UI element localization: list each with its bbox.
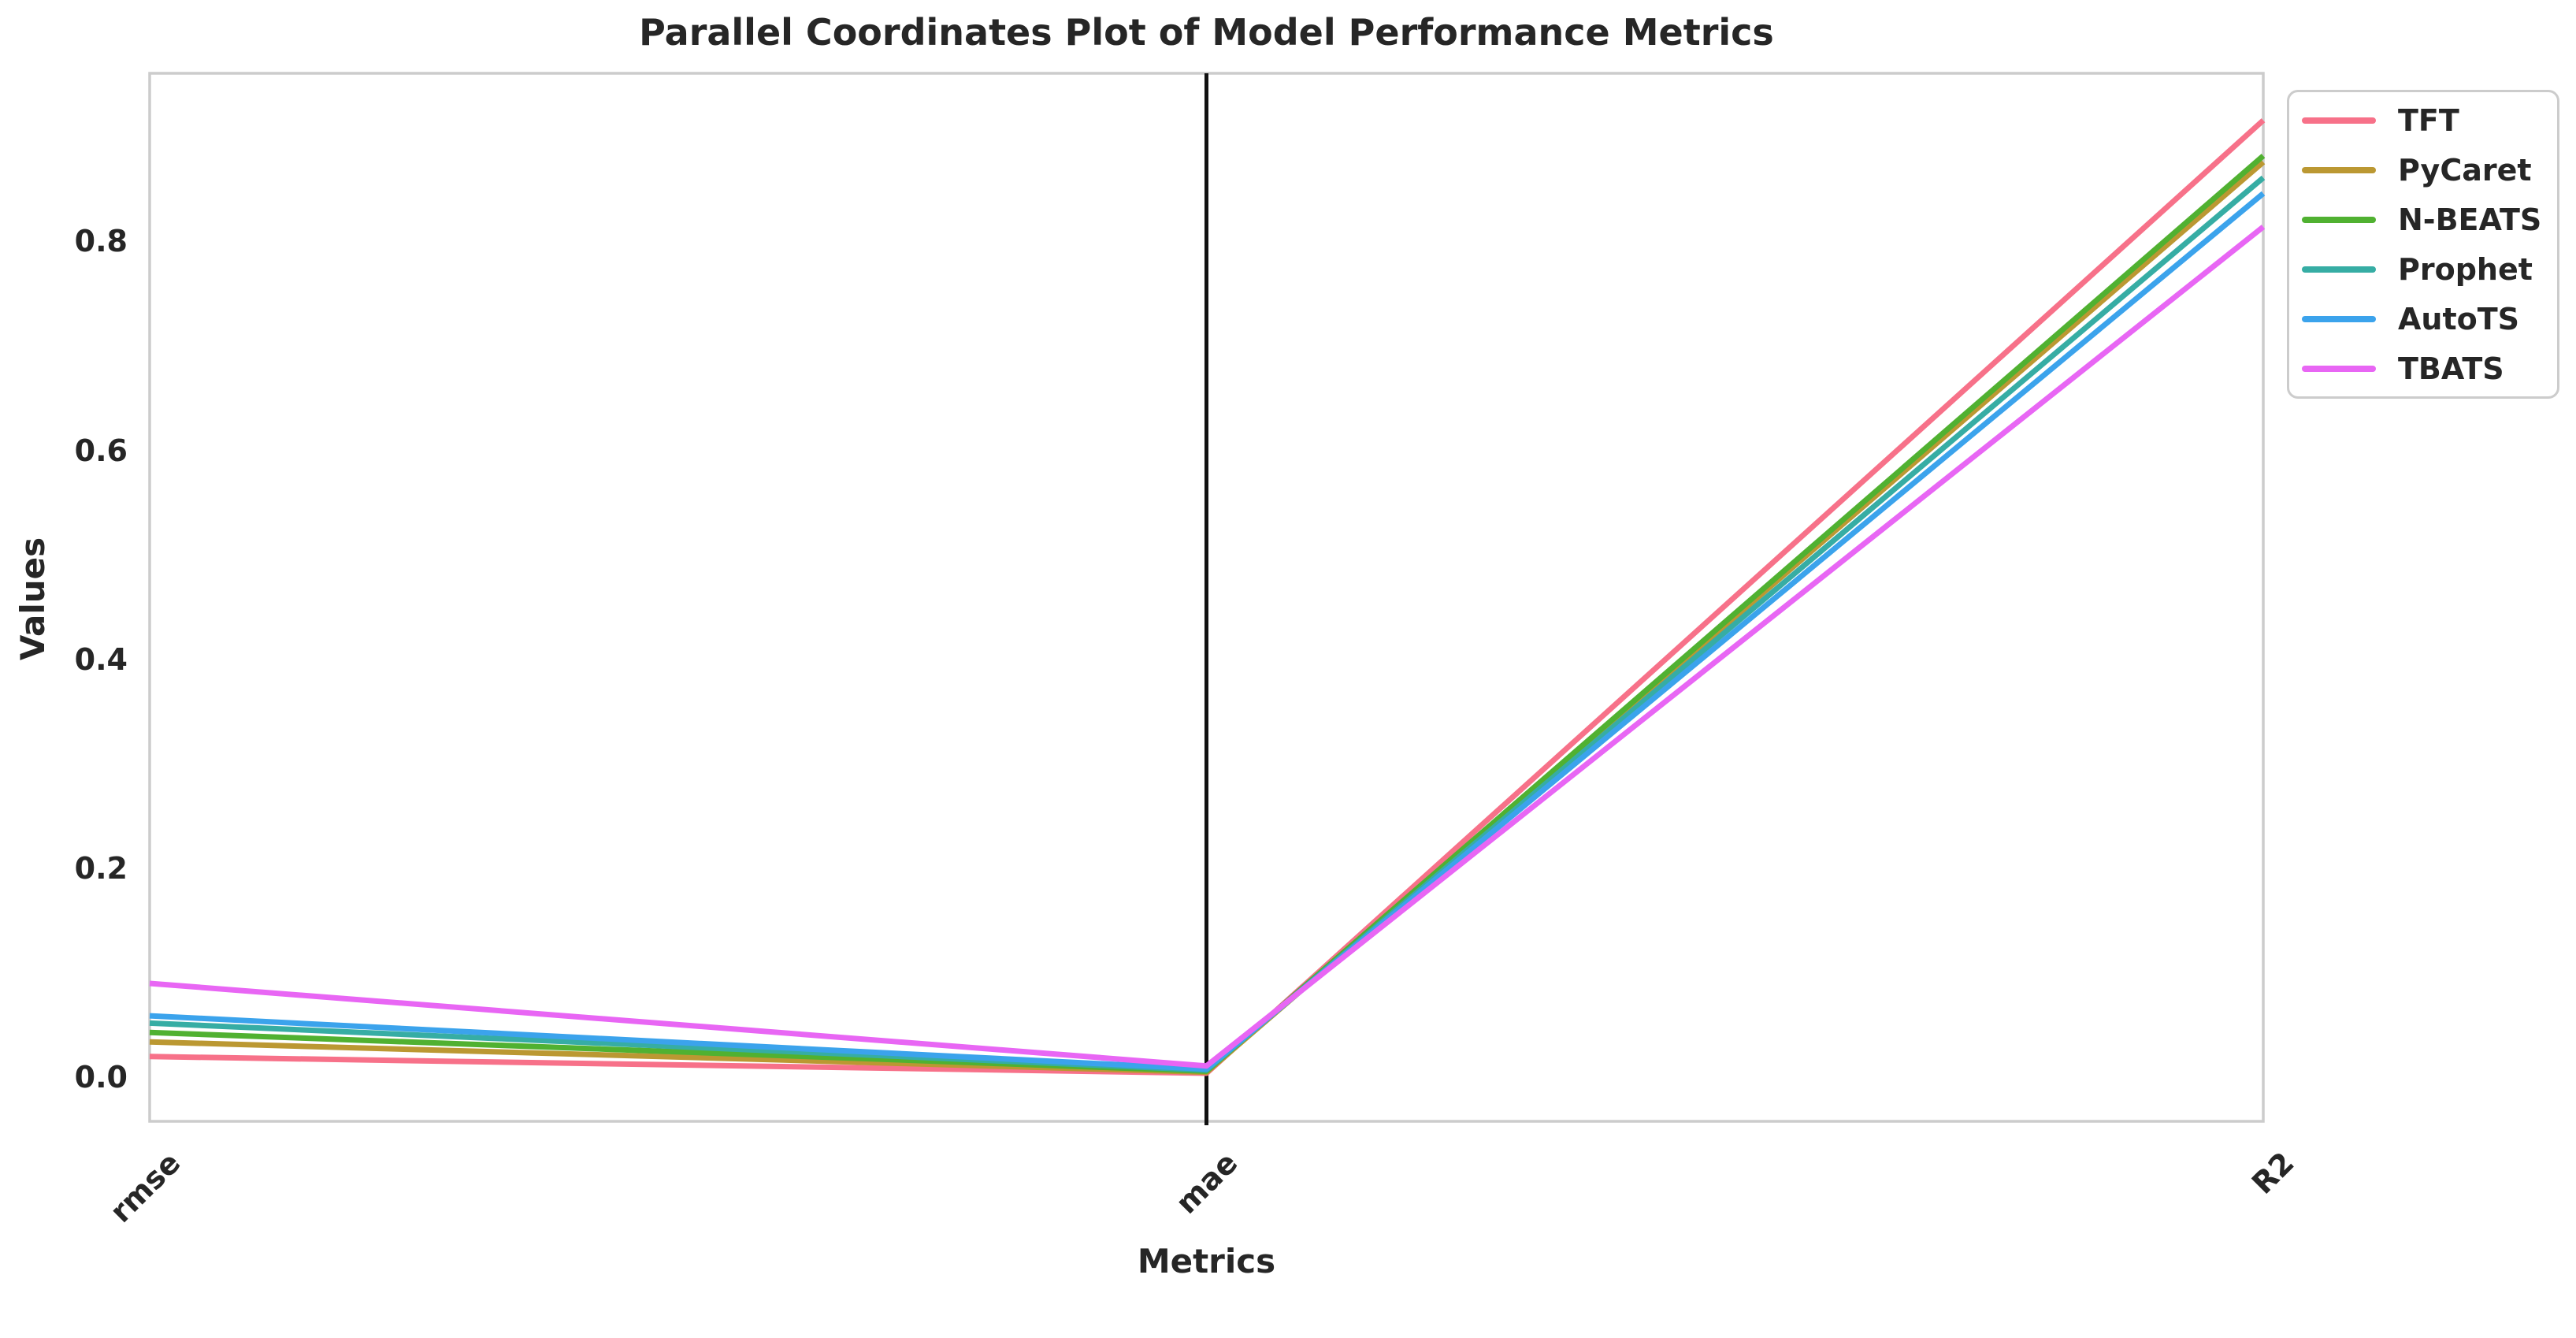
legend-label: N-BEATS <box>2398 202 2542 237</box>
y-tick-label-0.0: 0.0 <box>74 1060 128 1095</box>
legend-label: TFT <box>2398 102 2459 138</box>
series-line-TBATS <box>149 225 2266 1069</box>
legend-swatch-TFT <box>2302 117 2376 124</box>
legend-swatch-PyCaret <box>2302 166 2376 173</box>
legend-label: PyCaret <box>2398 152 2532 188</box>
legend-item-TFT: TFT <box>2302 106 2557 136</box>
chart-title: Parallel Coordinates Plot of Model Perfo… <box>639 11 1774 54</box>
legend-item-AutoTS: AutoTS <box>2302 304 2557 334</box>
legend-item-N-BEATS: N-BEATS <box>2302 205 2557 235</box>
legend-swatch-AutoTS <box>2302 315 2376 322</box>
legend: TFT PyCaret N-BEATS Prophet AutoTS TBATS <box>2287 90 2559 399</box>
legend-swatch-Prophet <box>2302 266 2376 273</box>
y-tick-label-0.2: 0.2 <box>74 851 128 886</box>
parallel-coordinates-figure: Parallel Coordinates Plot of Model Perfo… <box>13 11 2559 1280</box>
y-tick-label-0.8: 0.8 <box>74 224 128 259</box>
legend-label: AutoTS <box>2398 301 2520 336</box>
series-line-AutoTS <box>149 191 2266 1072</box>
legend-item-Prophet: Prophet <box>2302 255 2557 284</box>
legend-item-TBATS: TBATS <box>2302 354 2557 384</box>
legend-label: Prophet <box>2398 251 2533 287</box>
legend-swatch-N-BEATS <box>2302 216 2376 223</box>
legend-swatch-TBATS <box>2302 365 2376 372</box>
legend-label: TBATS <box>2398 351 2504 386</box>
y-tick-label-0.4: 0.4 <box>74 641 128 677</box>
y-axis-label: Values <box>13 537 52 661</box>
plot-area <box>148 72 2266 1125</box>
x-axis-label: Metrics <box>1137 1242 1276 1280</box>
y-tick-label-0.6: 0.6 <box>74 433 128 468</box>
legend-item-PyCaret: PyCaret <box>2302 155 2557 185</box>
